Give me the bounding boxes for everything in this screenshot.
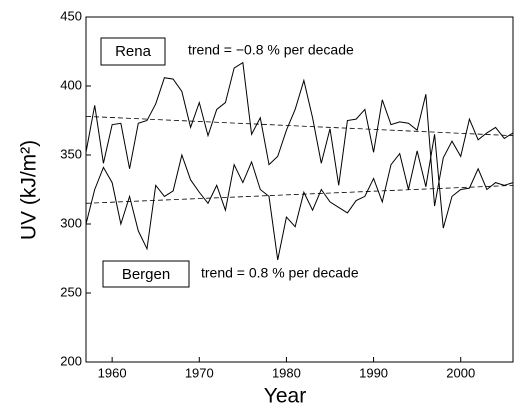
trend-line bbox=[85, 184, 514, 204]
y-tick-label: 400 bbox=[60, 77, 82, 92]
annotation: trend = 0.8 % per decade bbox=[201, 265, 359, 281]
x-tick-label: 1960 bbox=[98, 365, 127, 380]
x-tick-label: 1980 bbox=[272, 365, 301, 380]
y-tick-label: 200 bbox=[60, 353, 82, 368]
y-axis-label: UV (kJ/m²) bbox=[18, 140, 41, 240]
x-tick-label: 1970 bbox=[185, 365, 214, 380]
series-line bbox=[85, 61, 514, 207]
plot-frame bbox=[85, 16, 514, 363]
x-tick-label: 2000 bbox=[446, 365, 475, 380]
y-tick-label: 300 bbox=[60, 215, 82, 230]
label-box bbox=[100, 37, 166, 66]
annotation: trend = −0.8 % per decade bbox=[188, 42, 354, 58]
series-line bbox=[85, 134, 514, 260]
x-tick-label: 1990 bbox=[359, 365, 388, 380]
trend-line bbox=[85, 115, 514, 137]
series-label: Rena bbox=[115, 43, 152, 60]
series-label: Bergen bbox=[122, 266, 170, 283]
x-axis-label: Year bbox=[264, 385, 306, 408]
y-tick-label: 450 bbox=[60, 8, 82, 23]
y-tick-label: 250 bbox=[60, 284, 82, 299]
label-box bbox=[102, 260, 190, 288]
y-tick-label: 350 bbox=[60, 146, 82, 161]
